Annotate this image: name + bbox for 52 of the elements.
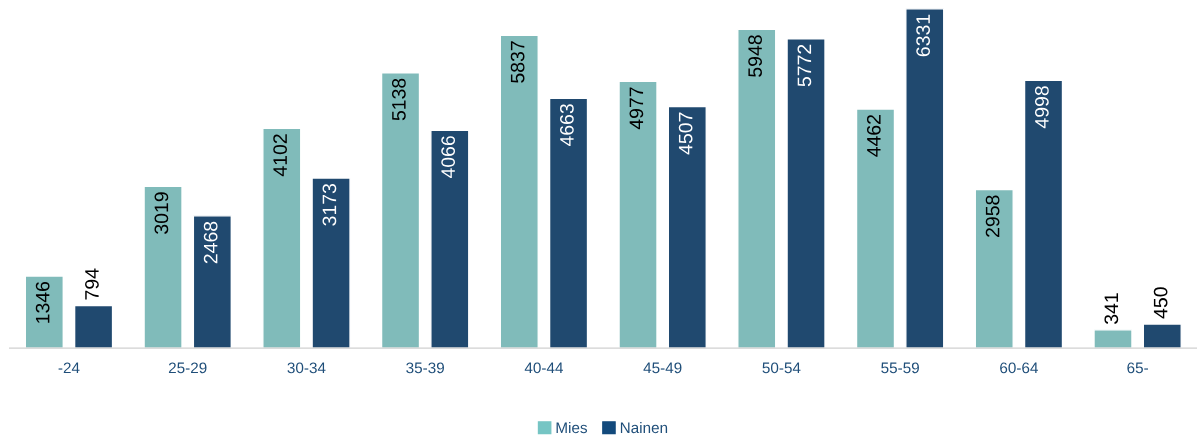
bar — [499, 34, 539, 349]
data-label: 4998 — [1034, 86, 1049, 129]
bar — [192, 215, 232, 349]
bar — [905, 8, 945, 349]
legend-label: Nainen — [620, 421, 668, 434]
data-label: 2468 — [203, 221, 218, 264]
data-label: 4102 — [273, 134, 288, 177]
bar — [1093, 329, 1133, 349]
data-label: 5772 — [797, 44, 812, 87]
bar — [1142, 323, 1182, 349]
bar — [262, 127, 302, 349]
bar — [311, 177, 351, 349]
data-label: 4066 — [441, 136, 456, 179]
bar — [737, 28, 777, 349]
bar — [143, 185, 183, 349]
data-label: 5138 — [391, 78, 406, 121]
x-tick-label: 65- — [1127, 362, 1148, 374]
x-tick-label: 45-49 — [643, 362, 682, 374]
x-tick-label: 30-34 — [287, 362, 326, 374]
data-label: 4977 — [629, 87, 644, 130]
data-label: 341 — [1104, 293, 1119, 325]
x-tick-label: 60-64 — [1000, 362, 1038, 374]
bar — [380, 72, 421, 349]
data-label: 4507 — [678, 112, 693, 155]
bar — [24, 275, 64, 349]
data-label: 4462 — [866, 115, 881, 157]
bar — [1023, 79, 1064, 349]
bar — [974, 188, 1014, 349]
bar — [73, 304, 114, 349]
data-label: 3173 — [322, 183, 337, 226]
bar — [548, 97, 589, 349]
x-tick-label: 55-59 — [881, 362, 919, 374]
x-tick-label: -24 — [58, 362, 80, 374]
data-label: 450 — [1153, 287, 1168, 319]
x-tick-label: 25-29 — [168, 362, 207, 374]
data-label: 5948 — [748, 35, 762, 77]
data-label: 2958 — [985, 195, 1000, 237]
bar — [786, 38, 826, 349]
legend-label: Mies — [556, 421, 588, 434]
x-tick-label: 35-39 — [406, 362, 444, 374]
bar — [430, 129, 470, 349]
data-label: 6331 — [916, 14, 930, 57]
x-tick-label: 40-44 — [524, 362, 564, 374]
bar — [667, 105, 707, 349]
data-label: 5837 — [510, 41, 525, 83]
data-label: 4663 — [560, 104, 574, 147]
data-label: 1346 — [35, 281, 50, 323]
data-label: 794 — [85, 268, 99, 300]
bar — [855, 108, 896, 349]
bar — [618, 80, 658, 349]
data-label: 3019 — [154, 192, 169, 234]
x-tick-label: 50-54 — [762, 362, 801, 374]
